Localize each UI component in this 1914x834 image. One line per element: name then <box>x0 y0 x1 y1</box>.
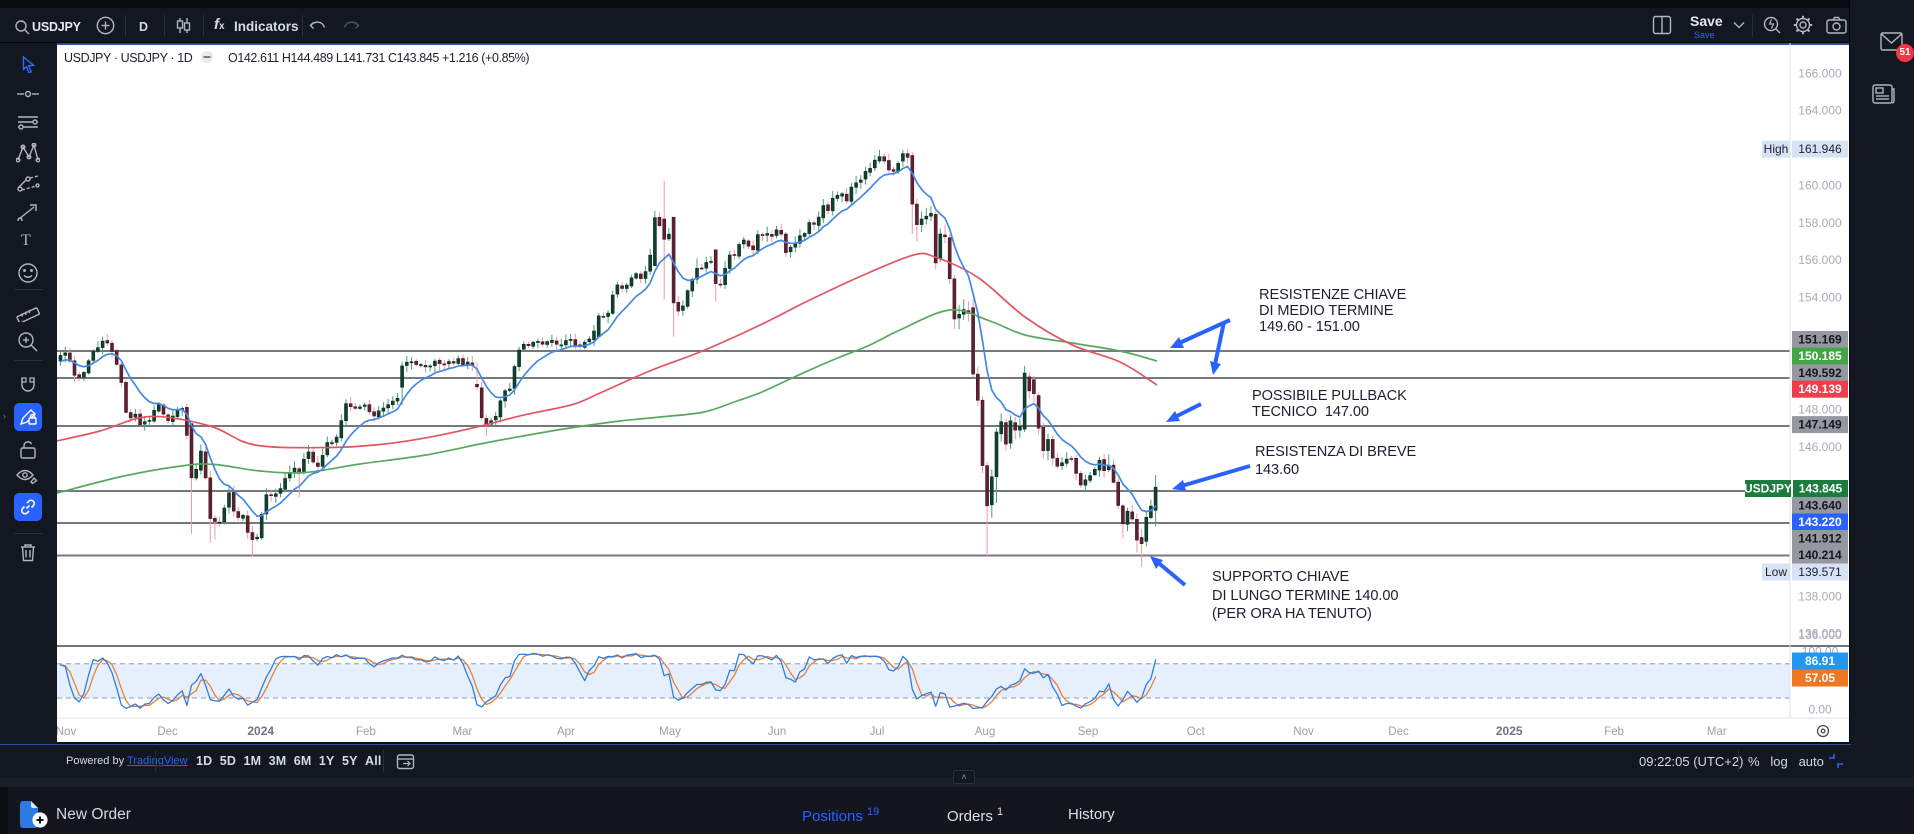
svg-text:158.000: 158.000 <box>1798 216 1842 230</box>
svg-text:136.000: 136.000 <box>1798 628 1842 642</box>
svg-text:149.592: 149.592 <box>1798 366 1842 380</box>
svg-text:Jul: Jul <box>870 726 885 738</box>
svg-text:151.169: 151.169 <box>1798 333 1842 347</box>
svg-text:86.91: 86.91 <box>1805 654 1835 668</box>
svg-text:High: High <box>1764 142 1789 156</box>
svg-text:May: May <box>659 726 681 738</box>
svg-text:140.214: 140.214 <box>1798 548 1842 562</box>
svg-text:2025: 2025 <box>1496 724 1523 738</box>
svg-text:156.000: 156.000 <box>1798 253 1842 267</box>
svg-text:138.000: 138.000 <box>1798 589 1842 603</box>
svg-text:O142.611 H144.489 L141.731 C14: O142.611 H144.489 L141.731 C143.845 +1.2… <box>228 51 529 65</box>
svg-text:154.000: 154.000 <box>1798 290 1842 304</box>
svg-text:57.05: 57.05 <box>1805 671 1835 685</box>
svg-text:143.845: 143.845 <box>1799 482 1843 496</box>
svg-text:SUPPORTO CHIAVE: SUPPORTO CHIAVE <box>1212 569 1350 585</box>
svg-text:Feb: Feb <box>356 726 376 738</box>
svg-text:DI MEDIO TERMINE: DI MEDIO TERMINE <box>1259 303 1394 319</box>
svg-text:148.000: 148.000 <box>1798 403 1842 417</box>
svg-text:Oct: Oct <box>1187 726 1206 738</box>
svg-text:143.60: 143.60 <box>1255 462 1299 478</box>
svg-text:141.912: 141.912 <box>1798 532 1842 546</box>
svg-text:2024: 2024 <box>247 724 274 738</box>
svg-text:150.185: 150.185 <box>1798 349 1842 363</box>
svg-text:Mar: Mar <box>452 726 472 738</box>
svg-text:149.60 - 151.00: 149.60 - 151.00 <box>1259 319 1360 335</box>
svg-text:RESISTENZA DI BREVE: RESISTENZA DI BREVE <box>1255 444 1416 460</box>
svg-text:Jun: Jun <box>768 726 787 738</box>
svg-text:RESISTENZE CHIAVE: RESISTENZE CHIAVE <box>1259 287 1407 303</box>
svg-text:139.571: 139.571 <box>1798 565 1842 579</box>
svg-text:(PER ORA HA TENUTO): (PER ORA HA TENUTO) <box>1212 606 1372 622</box>
svg-text:Nov: Nov <box>57 726 76 738</box>
svg-text:149.139: 149.139 <box>1798 382 1842 396</box>
svg-text:Dec: Dec <box>1388 726 1409 738</box>
svg-text:USDJPY · USDJPY · 1D: USDJPY · USDJPY · 1D <box>64 51 193 65</box>
svg-text:Dec: Dec <box>157 726 178 738</box>
svg-text:Aug: Aug <box>975 726 995 738</box>
svg-text:Feb: Feb <box>1604 726 1624 738</box>
svg-text:143.220: 143.220 <box>1798 515 1842 529</box>
svg-text:TECNICO 147.00: TECNICO 147.00 <box>1252 404 1369 420</box>
svg-text:166.000: 166.000 <box>1798 66 1842 80</box>
svg-text:USDJPY: USDJPY <box>1744 482 1792 496</box>
svg-text:POSSIBILE PULLBACK: POSSIBILE PULLBACK <box>1252 388 1407 404</box>
svg-text:160.000: 160.000 <box>1798 178 1842 192</box>
svg-text:0.00: 0.00 <box>1808 703 1832 717</box>
svg-text:146.000: 146.000 <box>1798 440 1842 454</box>
svg-text:143.640: 143.640 <box>1798 499 1842 513</box>
svg-text:Low: Low <box>1765 565 1787 579</box>
svg-text:Apr: Apr <box>557 726 575 738</box>
svg-text:DI LUNGO TERMINE 140.00: DI LUNGO TERMINE 140.00 <box>1212 588 1398 604</box>
svg-text:164.000: 164.000 <box>1798 104 1842 118</box>
svg-text:Sep: Sep <box>1078 726 1098 738</box>
svg-text:Mar: Mar <box>1707 726 1727 738</box>
svg-text:161.946: 161.946 <box>1798 142 1842 156</box>
svg-text:147.149: 147.149 <box>1798 418 1842 432</box>
svg-text:136.000: 136.000 <box>1798 627 1842 641</box>
svg-text:Nov: Nov <box>1293 726 1314 738</box>
